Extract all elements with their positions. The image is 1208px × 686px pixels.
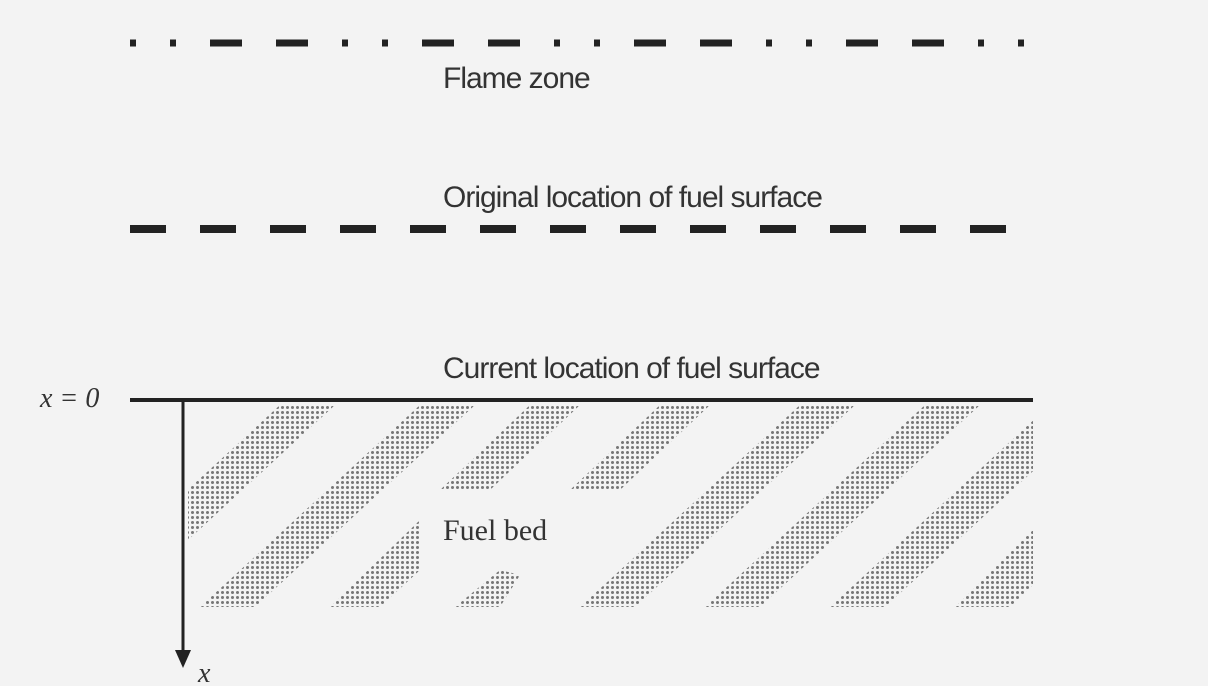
fuel-hatching: [188, 405, 1033, 607]
original-label: Original location of fuel surface: [443, 181, 822, 214]
x-axis-label: x: [197, 658, 211, 686]
flame-label: Flame zone: [443, 62, 590, 95]
x-arrowhead: [175, 650, 191, 668]
label-gap: [430, 505, 580, 550]
origin-label: x = 0: [39, 383, 99, 414]
current-label: Current location of fuel surface: [443, 352, 820, 385]
fuel-bed-label: Fuel bed: [443, 514, 547, 547]
